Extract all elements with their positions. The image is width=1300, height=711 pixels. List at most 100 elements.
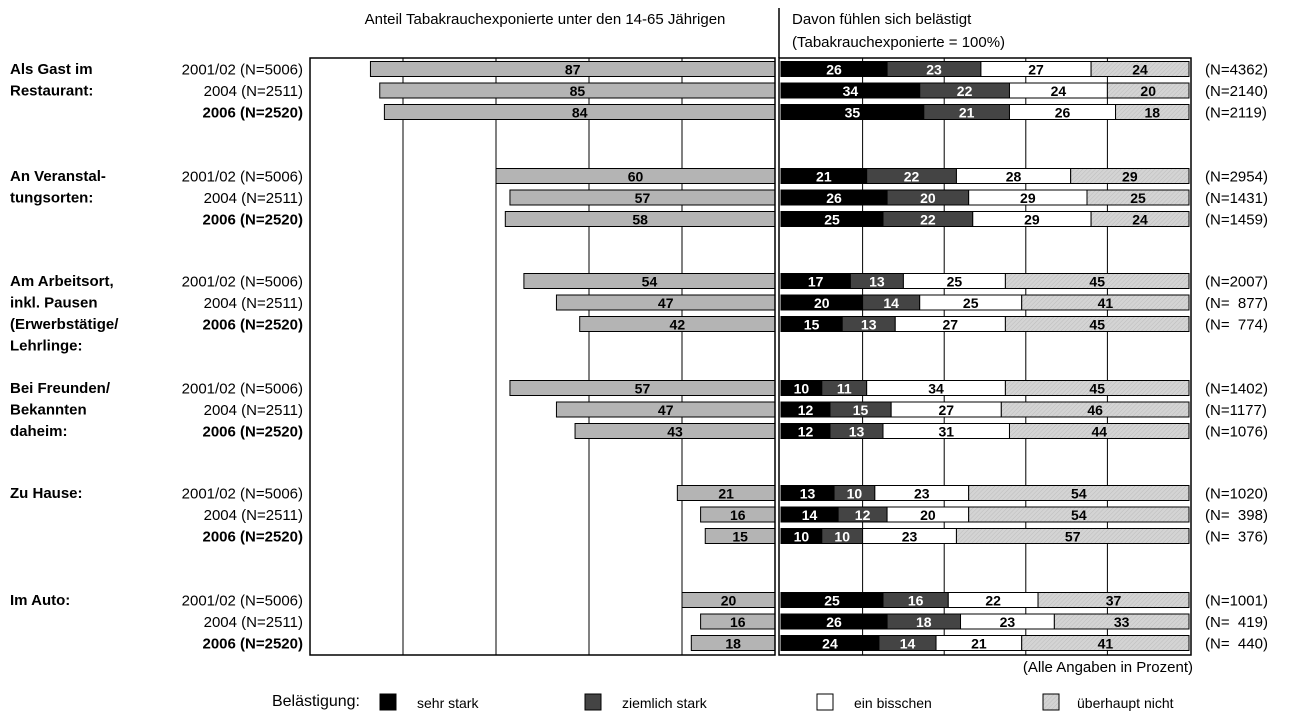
exposure-value: 16	[730, 507, 746, 523]
exposure-value: 57	[635, 190, 651, 206]
segment-ueberhaupt-nicht	[1021, 294, 1190, 311]
exposure-value: 42	[670, 317, 686, 333]
group-label: (Erwerbstätige/	[10, 316, 119, 333]
grid	[402, 58, 1108, 655]
row-label: 2006 (N=2520)	[203, 212, 304, 229]
segment-value-ziemlich-stark: 22	[920, 212, 936, 228]
row-label: 2004 (N=2511)	[204, 190, 303, 207]
legend-label-ziemlich-stark: ziemlich stark	[622, 695, 708, 711]
segment-ueberhaupt-nicht	[1115, 104, 1190, 120]
segment-value-ueberhaupt-nicht: 24	[1132, 62, 1148, 78]
row-label: 2004 (N=2511)	[204, 295, 303, 312]
segment-value-ziemlich-stark: 21	[959, 105, 975, 121]
segment-value-ziemlich-stark: 23	[926, 62, 942, 78]
n-label: (N= 774)	[1205, 317, 1268, 334]
right-chart-title: Davon fühlen sich belästigt	[792, 11, 972, 28]
row-label: 2006 (N=2520)	[203, 529, 304, 546]
segment-value-sehr-stark: 34	[843, 83, 859, 99]
exposure-value: 43	[667, 424, 683, 440]
segment-value-ziemlich-stark: 13	[849, 424, 865, 440]
segment-value-ueberhaupt-nicht: 20	[1140, 83, 1156, 99]
n-label: (N=1020)	[1205, 486, 1268, 503]
exposure-value: 58	[632, 212, 648, 228]
legend-title: Belästigung:	[272, 693, 360, 710]
left-chart-title: Anteil Tabakrauchexponierte unter den 14…	[365, 11, 726, 28]
row-label: 2001/02 (N=5006)	[182, 62, 303, 79]
segment-value-ueberhaupt-nicht: 45	[1089, 274, 1105, 290]
segment-value-ein-bisschen: 23	[1000, 614, 1016, 630]
segment-value-ein-bisschen: 25	[963, 295, 979, 311]
n-label: (N= 398)	[1205, 507, 1268, 524]
row-label: 2001/02 (N=5006)	[182, 593, 303, 610]
segment-value-ein-bisschen: 23	[902, 529, 918, 545]
segment-value-sehr-stark: 12	[798, 424, 814, 440]
segment-value-ueberhaupt-nicht: 41	[1098, 636, 1114, 652]
footnote: (Alle Angaben in Prozent)	[1023, 659, 1193, 676]
segment-value-ziemlich-stark: 20	[920, 190, 936, 206]
segment-value-ueberhaupt-nicht: 24	[1132, 212, 1148, 228]
segment-ueberhaupt-nicht	[1053, 613, 1190, 630]
exposure-value: 84	[572, 105, 588, 121]
group-label: An Veranstal-	[10, 168, 106, 185]
n-label: (N=2954)	[1205, 169, 1268, 186]
segment-value-sehr-stark: 20	[814, 295, 830, 311]
segment-value-ziemlich-stark: 14	[900, 636, 916, 652]
group-label: inkl. Pausen	[10, 295, 98, 312]
n-label: (N=2140)	[1205, 83, 1268, 100]
segment-ueberhaupt-nicht	[955, 528, 1190, 544]
bars	[369, 61, 1190, 651]
segment-value-sehr-stark: 25	[824, 593, 840, 609]
row-label: 2006 (N=2520)	[203, 636, 304, 653]
segment-value-ziemlich-stark: 11	[837, 381, 852, 397]
segment-value-ein-bisschen: 28	[1006, 169, 1022, 185]
group-label: Am Arbeitsort,	[10, 273, 114, 290]
segment-value-ziemlich-stark: 10	[847, 486, 863, 502]
segment-value-ein-bisschen: 29	[1024, 212, 1040, 228]
segment-value-ueberhaupt-nicht: 25	[1130, 190, 1146, 206]
row-label: 2006 (N=2520)	[203, 317, 304, 334]
segment-value-ziemlich-stark: 18	[916, 614, 932, 630]
exposure-value: 15	[732, 529, 748, 545]
exposure-value: 54	[642, 274, 658, 290]
segment-value-ein-bisschen: 24	[1051, 83, 1067, 99]
segment-value-sehr-stark: 25	[824, 212, 840, 228]
segment-value-ueberhaupt-nicht: 44	[1091, 424, 1107, 440]
group-label: Im Auto:	[10, 592, 70, 609]
row-label: 2006 (N=2520)	[203, 424, 304, 441]
segment-value-ein-bisschen: 27	[1028, 62, 1044, 78]
segment-value-ziemlich-stark: 16	[908, 593, 924, 609]
group-label: Bekannten	[10, 402, 87, 419]
segment-value-sehr-stark: 14	[802, 507, 818, 523]
segment-value-sehr-stark: 26	[826, 614, 842, 630]
segment-value-ueberhaupt-nicht: 41	[1098, 295, 1114, 311]
row-label: 2001/02 (N=5006)	[182, 274, 303, 291]
exposure-value: 60	[628, 169, 644, 185]
legend-swatch-ueberhaupt-nicht	[1042, 693, 1060, 711]
segment-value-ziemlich-stark: 10	[834, 529, 850, 545]
segment-value-ein-bisschen: 20	[920, 507, 936, 523]
segment-value-ein-bisschen: 25	[947, 274, 963, 290]
segment-ueberhaupt-nicht	[968, 506, 1190, 523]
segment-value-ein-bisschen: 26	[1055, 105, 1071, 121]
exposure-value: 21	[718, 486, 734, 502]
row-label: 2006 (N=2520)	[203, 105, 304, 122]
exposure-value: 47	[658, 402, 674, 418]
segment-value-ueberhaupt-nicht: 29	[1122, 169, 1138, 185]
segment-ueberhaupt-nicht	[1004, 316, 1190, 332]
segment-ueberhaupt-nicht	[1004, 380, 1190, 396]
segment-value-sehr-stark: 24	[822, 636, 838, 652]
row-label: 2004 (N=2511)	[204, 507, 303, 524]
segment-value-ueberhaupt-nicht: 37	[1106, 593, 1122, 609]
segment-value-sehr-stark: 17	[808, 274, 824, 290]
segment-value-ziemlich-stark: 22	[904, 169, 920, 185]
labels: Als Gast im Restaurant: 2001/02 (N=5006) 87…	[10, 61, 1268, 653]
n-label: (N= 440)	[1205, 636, 1268, 653]
segment-value-ein-bisschen: 27	[943, 317, 959, 333]
segment-value-ziemlich-stark: 22	[957, 83, 973, 99]
segment-value-ein-bisschen: 31	[938, 424, 954, 440]
group-label: Als Gast im	[10, 61, 93, 78]
exposure-value: 20	[721, 593, 737, 609]
left-plot-frame	[309, 57, 776, 656]
n-label: (N=1431)	[1205, 190, 1268, 207]
n-label: (N=1459)	[1205, 212, 1268, 229]
